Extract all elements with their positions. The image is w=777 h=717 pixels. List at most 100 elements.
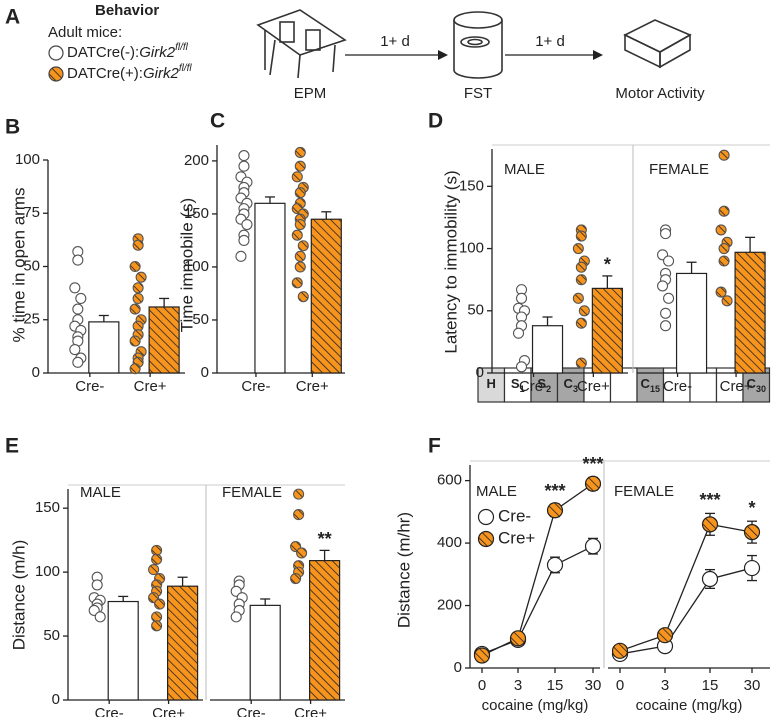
- data-point: [715, 286, 727, 298]
- schedule-box: [715, 367, 744, 403]
- y-axis-label: Time immobile (s): [177, 198, 196, 332]
- schedule-label: C15: [641, 376, 660, 394]
- schedule-main: S: [511, 376, 520, 391]
- bar: [107, 600, 139, 701]
- bar: [734, 251, 766, 374]
- data-point: [132, 282, 144, 294]
- y-tick-label: 150: [184, 205, 209, 222]
- data-point: [297, 240, 309, 252]
- data-point: [129, 260, 141, 273]
- x-tick-label: Cre+: [296, 378, 329, 395]
- y-axis-label: Latency to immobility (s): [441, 170, 460, 353]
- panel-title: MALE: [476, 483, 517, 500]
- data-point: [512, 327, 525, 339]
- data-point: [294, 187, 306, 199]
- data-point: [546, 502, 564, 519]
- schedule-sub: 2: [546, 384, 551, 394]
- significance: ***: [582, 454, 603, 474]
- legend-marker: [477, 530, 495, 548]
- data-point: [132, 292, 144, 305]
- bar: [249, 604, 281, 701]
- data-point: [572, 243, 584, 255]
- y-tick-label: 25: [23, 311, 40, 328]
- x-tick-label: Cre+: [720, 378, 753, 395]
- data-point: [238, 150, 250, 162]
- data-point: [293, 509, 305, 521]
- x-tick-label: Cre+: [577, 378, 610, 395]
- data-point: [657, 280, 669, 292]
- arrow-head: [438, 50, 448, 60]
- panel-letter: B: [5, 116, 20, 139]
- series-line: [481, 545, 594, 655]
- y-tick-label: 75: [23, 204, 40, 221]
- bar: [310, 218, 342, 374]
- data-point: [294, 261, 306, 273]
- x-tick-label: Cre+: [134, 378, 167, 395]
- data-point: [72, 303, 84, 315]
- data-point: [135, 271, 147, 283]
- legend-label: Cre+: [498, 528, 535, 547]
- schematic-title: Behavior: [95, 2, 159, 19]
- data-point: [718, 243, 730, 255]
- data-point: [743, 559, 761, 577]
- y-tick-label: 100: [184, 258, 209, 275]
- epm-icon: [256, 9, 347, 79]
- x-tick-label: 0: [478, 677, 486, 694]
- data-point: [718, 255, 730, 267]
- panel-letter: F: [428, 435, 441, 458]
- data-point: [291, 229, 303, 241]
- fst-icon: [453, 11, 503, 79]
- data-point: [148, 564, 160, 576]
- y-tick-label: 400: [437, 534, 462, 551]
- y-tick-label: 50: [43, 627, 60, 644]
- step-label: FST: [464, 85, 492, 102]
- data-point: [701, 570, 719, 588]
- data-point: [663, 255, 675, 267]
- data-point: [296, 547, 308, 559]
- data-point: [663, 292, 675, 304]
- data-point: [238, 160, 250, 172]
- data-point: [69, 344, 81, 356]
- data-point: [72, 356, 84, 368]
- schedule-label: C3: [564, 376, 578, 394]
- bar: [88, 321, 120, 374]
- schedule-sub: 3: [573, 384, 578, 394]
- data-point: [572, 292, 584, 304]
- legend-label: Cre-: [498, 506, 531, 525]
- x-tick-label: 3: [661, 677, 669, 694]
- data-point: [151, 620, 163, 632]
- schedule-label: C30: [747, 376, 766, 394]
- panel-letter: A: [5, 6, 20, 29]
- data-point: [294, 160, 306, 172]
- schedule-box: [609, 367, 638, 403]
- legend-marker: [48, 45, 64, 61]
- data-point: [578, 305, 590, 317]
- data-point: [132, 239, 144, 251]
- data-point: [701, 516, 719, 533]
- series-line: [619, 523, 753, 652]
- legend-label: DATCre(+):Girk2fl/fl: [67, 63, 192, 82]
- x-tick-label: 15: [547, 677, 564, 694]
- schedule-label: S2: [537, 376, 551, 394]
- significance: *: [604, 255, 611, 275]
- x-tick-label: 15: [702, 677, 719, 694]
- series-line: [481, 483, 594, 657]
- legend-marker: [48, 66, 64, 82]
- x-tick-label: Cre+: [294, 705, 327, 717]
- y-axis-label: % time in open arms: [9, 188, 28, 343]
- x-axis-label: cocaine (mg/kg): [482, 697, 589, 714]
- y-axis-label: Distance (m/hr): [394, 512, 413, 628]
- y-tick-label: 50: [192, 311, 209, 328]
- data-point: [584, 538, 602, 555]
- data-point: [509, 630, 527, 647]
- data-point: [291, 277, 303, 289]
- panel-a: A Behavior Adult mice: DATCre(-):Girk2fl…: [5, 2, 705, 102]
- data-point: [294, 250, 306, 262]
- step-label: EPM: [294, 85, 327, 102]
- y-tick-label: 50: [467, 302, 484, 319]
- data-point: [294, 218, 306, 231]
- schedule-main: C: [564, 376, 574, 391]
- significance: **: [318, 529, 332, 549]
- activity-box-icon: [623, 19, 692, 69]
